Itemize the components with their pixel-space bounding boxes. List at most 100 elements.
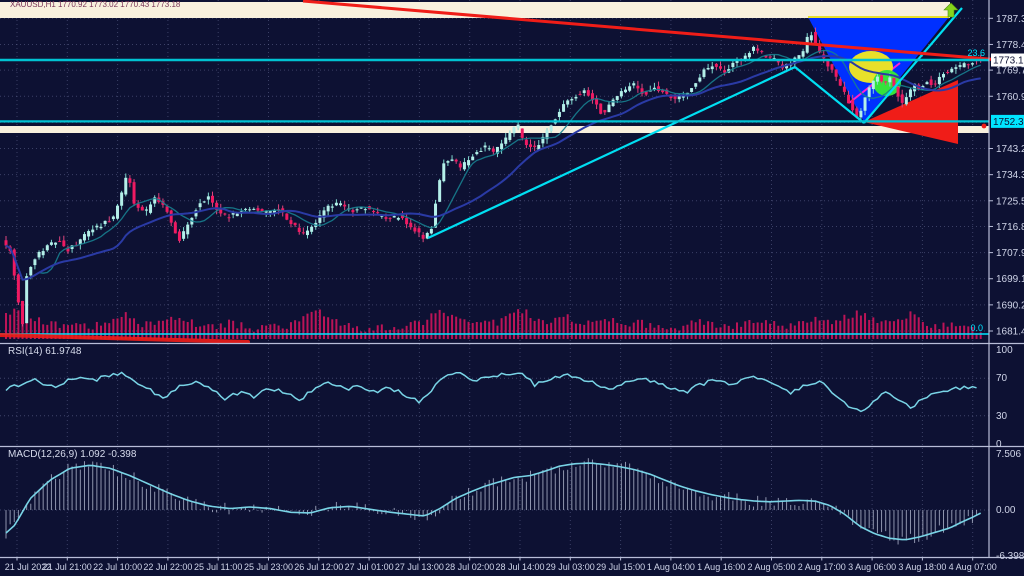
candle-bull (557, 111, 561, 117)
time-axis-label[interactable]: 22 Jul 10:00 (93, 562, 142, 572)
candle-bull (41, 251, 45, 256)
candle-bear (764, 55, 768, 58)
supply-zone-band[interactable] (0, 2, 950, 18)
candle-bull (380, 215, 384, 217)
candle-bull (434, 203, 438, 228)
candle-bull (231, 213, 235, 215)
breakout-cyan-trendline[interactable] (863, 7, 963, 124)
candle-bull (144, 209, 148, 211)
candle-bull (252, 208, 256, 210)
candle-bull (153, 197, 157, 204)
time-axis-label[interactable]: 25 Jul 11:00 (194, 562, 242, 572)
candle-bull (512, 127, 516, 134)
time-axis-label[interactable]: 28 Jul 14:00 (495, 562, 544, 572)
candle-bull (479, 150, 483, 152)
candle-bear (372, 211, 376, 213)
candle-bull (706, 67, 710, 70)
ma-fast-line[interactable] (5, 49, 981, 281)
macd-indicator-label: MACD(12,26,9) 1.092 -0.398 (8, 449, 137, 460)
price-axis-label: 1743.20 (996, 144, 1024, 155)
candle-bull (149, 204, 153, 213)
time-axis-label[interactable]: 22 Jul 22:00 (143, 562, 192, 572)
candle-bear (661, 89, 665, 93)
candle-bear (636, 85, 640, 89)
candle-bull (33, 259, 37, 266)
candle-bull (566, 100, 570, 105)
price-axis-label: 1725.50 (996, 196, 1024, 207)
candle-bull (504, 137, 508, 144)
rsi-axis-label: 70 (996, 373, 1008, 384)
candle-bear (834, 69, 838, 77)
candle-bear (215, 202, 219, 210)
price-axis-label: 1778.45 (996, 40, 1024, 51)
candle-bull (194, 210, 198, 217)
price-axis-label: 1690.25 (996, 300, 1024, 311)
candle-bull (305, 230, 309, 236)
candle-bear (520, 128, 524, 138)
rsi-line (5, 371, 977, 413)
candle-bull (801, 51, 805, 57)
candle-bear (223, 213, 227, 215)
candle-bear (343, 204, 347, 207)
candle-bull (549, 125, 553, 132)
time-axis-label[interactable]: 3 Aug 06:00 (848, 562, 896, 572)
candle-bear (454, 159, 458, 162)
candle-bear (896, 86, 900, 97)
rsi-axis-label: 30 (996, 411, 1008, 422)
candle-bear (760, 51, 764, 53)
candle-bear (16, 274, 20, 303)
candle-bear (595, 98, 599, 105)
candle-bear (384, 217, 388, 219)
candle-bear (132, 182, 136, 204)
candle-bear (813, 32, 817, 44)
time-axis-label[interactable]: 29 Jul 15:00 (596, 562, 645, 572)
candle-bear (256, 208, 260, 211)
candle-bear (884, 81, 888, 83)
candle-bull (867, 87, 871, 98)
candle-bear (826, 60, 830, 67)
candle-bull (619, 91, 623, 97)
candle-bull (958, 65, 962, 67)
time-axis-label[interactable]: 27 Jul 01:00 (345, 562, 394, 572)
pullback-cyan-trendline[interactable] (794, 66, 865, 124)
time-axis-label[interactable]: 29 Jul 03:00 (546, 562, 595, 572)
candle-bull (446, 161, 450, 163)
candle-bear (107, 221, 111, 223)
red-triangle-shape[interactable] (864, 80, 958, 144)
time-axis-label[interactable]: 1 Aug 16:00 (697, 562, 745, 572)
candle-bull (500, 143, 504, 150)
price-axis-label: 1760.90 (996, 92, 1024, 103)
candle-bear (529, 144, 533, 147)
ascending-cyan-trendline[interactable] (427, 66, 796, 239)
time-axis-label[interactable]: 2 Aug 05:00 (747, 562, 795, 572)
candle-bear (211, 195, 214, 203)
time-axis-label[interactable]: 27 Jul 13:00 (395, 562, 444, 572)
time-axis-label[interactable]: 28 Jul 02:00 (445, 562, 494, 572)
candle-bull (628, 86, 632, 91)
descending-red-trendline[interactable] (302, 0, 1013, 63)
time-axis-label[interactable]: 2 Aug 17:00 (798, 562, 846, 572)
time-axis-label[interactable]: 21 Jul 2022 (5, 562, 52, 572)
time-axis-label[interactable]: 21 Jul 21:00 (43, 562, 92, 572)
ma-slow-line[interactable] (5, 54, 981, 281)
time-axis-label[interactable]: 3 Aug 18:00 (898, 562, 946, 572)
candle-bear (4, 240, 8, 246)
symbol-ohlc-info: XAUUSD,H1 1770.92 1773.02 1770.43 1773.1… (10, 0, 181, 9)
red-curve-segment[interactable] (0, 333, 250, 344)
candle-bull (516, 124, 520, 128)
candle-bull (888, 77, 892, 83)
candle-bull (731, 62, 735, 68)
time-axis-label[interactable]: 1 Aug 04:00 (647, 562, 695, 572)
candle-bear (219, 208, 223, 214)
candle-bear (421, 234, 425, 239)
demand-zone-band[interactable] (0, 126, 989, 133)
level-price-label: 1752.39 (993, 117, 1024, 128)
time-axis-label[interactable]: 4 Aug 07:00 (949, 562, 997, 572)
candle-bull (615, 96, 619, 100)
time-axis-label[interactable]: 26 Jul 12:00 (294, 562, 343, 572)
time-axis-label[interactable]: 25 Jul 23:00 (244, 562, 293, 572)
candle-bull (747, 53, 751, 58)
candle-bear (851, 99, 855, 111)
candle-bull (797, 55, 801, 60)
